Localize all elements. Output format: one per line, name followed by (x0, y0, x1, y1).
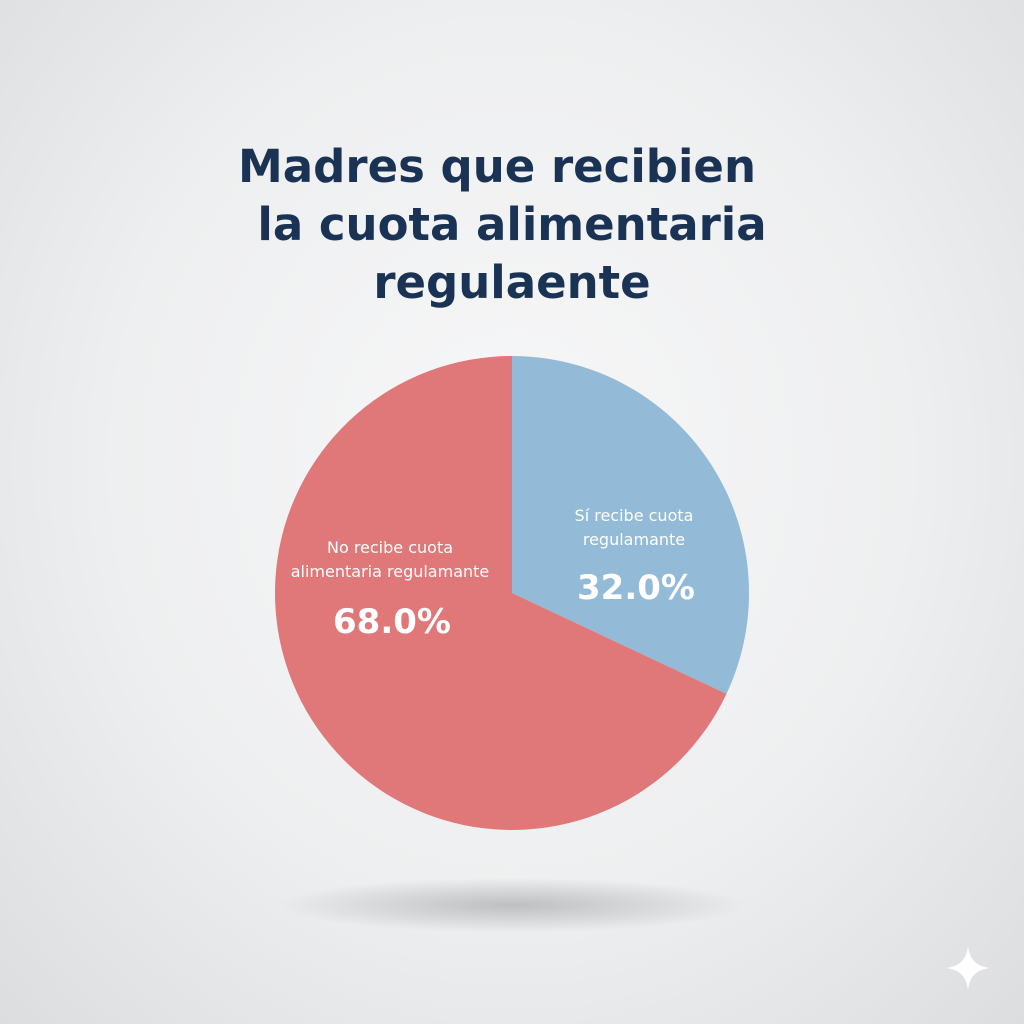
pie-slice-0-label-line-0: Sí recibe cuota (575, 506, 694, 525)
pie-slice-0-label-line-1: regulamante (583, 530, 685, 549)
sparkle-icon (946, 946, 990, 990)
pie-shadow (282, 878, 742, 932)
pie-slice-0 (512, 356, 749, 694)
pie-slice-1-label-line-1: alimentaria regulamante (291, 562, 490, 581)
pie-slice-0-value-label: 32.0% (577, 568, 695, 608)
pie-slice-1-value-label: 68.0% (333, 602, 451, 642)
pie-slice-1-label-line-0: No recibe cuota (327, 538, 453, 557)
chart-title-line-3: regulaente (373, 256, 651, 309)
pie-slice-1 (274, 356, 727, 830)
chart-title-line-2: la cuota alimentaria (257, 198, 767, 251)
chart-title-line-1: Madres que recibien (238, 140, 756, 193)
chart-title: Madres que recibien la cuota alimentaria… (0, 138, 1024, 312)
